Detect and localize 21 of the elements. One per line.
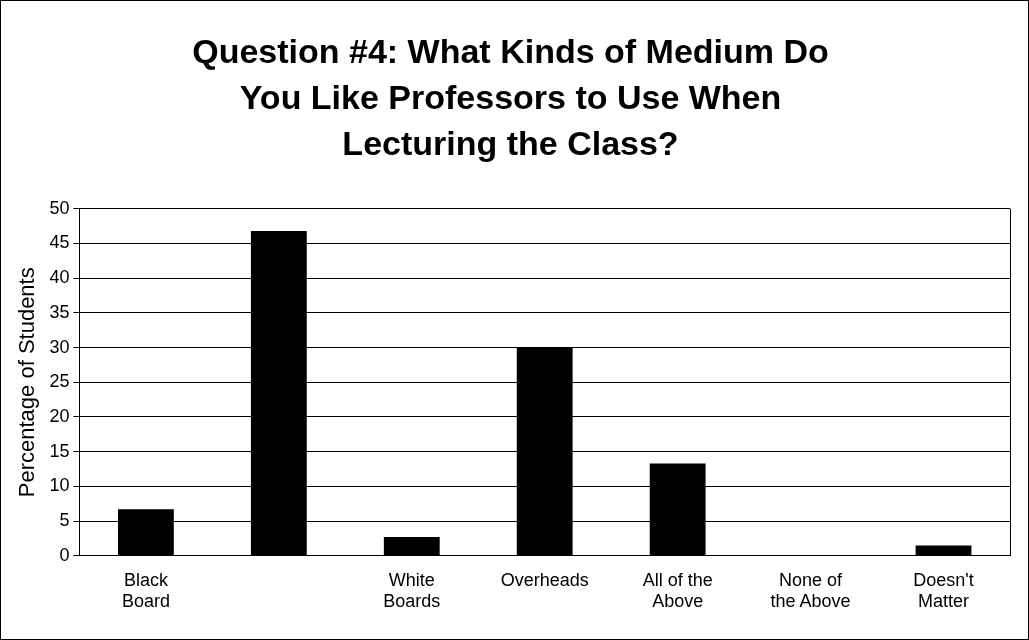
y-axis-title: Percentage of Students [14, 267, 40, 498]
y-tick-label: 45 [49, 232, 70, 253]
x-tick-label: White Boards [383, 569, 441, 612]
x-tick-label: All of the Above [642, 569, 713, 612]
x-tick-label: None of the Above [770, 569, 851, 612]
x-tick-label: Black Board [121, 569, 170, 612]
x-tick-label: Doesn't Matter [913, 569, 974, 612]
y-tick-label: 50 [49, 197, 70, 218]
x-tick-label: Overheads [500, 569, 589, 590]
bar [915, 545, 972, 556]
y-tick-label: 25 [49, 371, 70, 392]
y-tick-label: 0 [59, 544, 70, 565]
y-tick-label: 30 [49, 336, 70, 357]
chart-title: Question #4: What Kinds of Medium Do You Like Professors to Use When Lecturing the Class? [192, 32, 829, 163]
y-tick-label: 20 [49, 405, 70, 426]
y-tick-label: 10 [49, 475, 70, 496]
y-tick-label: 35 [49, 301, 70, 322]
y-tick-label: 15 [49, 440, 70, 461]
bar [383, 537, 440, 556]
y-tick-label: 40 [49, 267, 70, 288]
y-tick-label: 5 [59, 510, 70, 531]
